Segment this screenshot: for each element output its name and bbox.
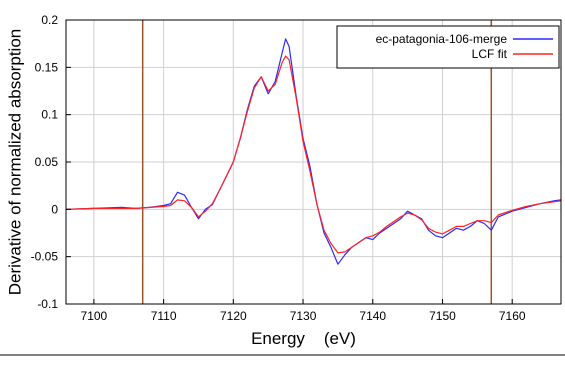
x-tick-label: 7140 xyxy=(359,309,386,323)
x-tick-label: 7110 xyxy=(151,309,177,323)
x-tick-label: 7160 xyxy=(499,309,526,323)
series-lines xyxy=(65,38,562,265)
y-tick-label: -0.1 xyxy=(37,297,58,311)
x-tick-label: 7150 xyxy=(429,309,456,323)
series-line-merge xyxy=(65,38,562,265)
series-line-lcf-fit xyxy=(65,55,562,254)
legend-label: LCF fit xyxy=(472,47,508,61)
y-tick-label: 0.05 xyxy=(35,155,59,169)
y-tick-label: 0.2 xyxy=(41,13,58,27)
x-tick-label: 7100 xyxy=(81,309,108,323)
x-tick-label: 7120 xyxy=(220,309,247,323)
y-tick-label: 0.1 xyxy=(41,108,58,122)
y-axis-label: Derivative of normalized absorption xyxy=(5,29,24,295)
x-tick-label: 7130 xyxy=(290,309,317,323)
legend-label: ec-patagonia-106-merge xyxy=(376,32,508,46)
legend-box xyxy=(336,25,560,69)
y-tick-label: 0.15 xyxy=(35,60,59,74)
axis-ticks: 7100 7110 7120 7130 7140 7150 7160 -0.1 -0.05 0 0.… xyxy=(31,13,526,323)
x-axis-label: Energy (eV) xyxy=(251,329,356,348)
y-tick-label: 0 xyxy=(51,202,58,216)
y-tick-label: -0.05 xyxy=(31,250,59,264)
